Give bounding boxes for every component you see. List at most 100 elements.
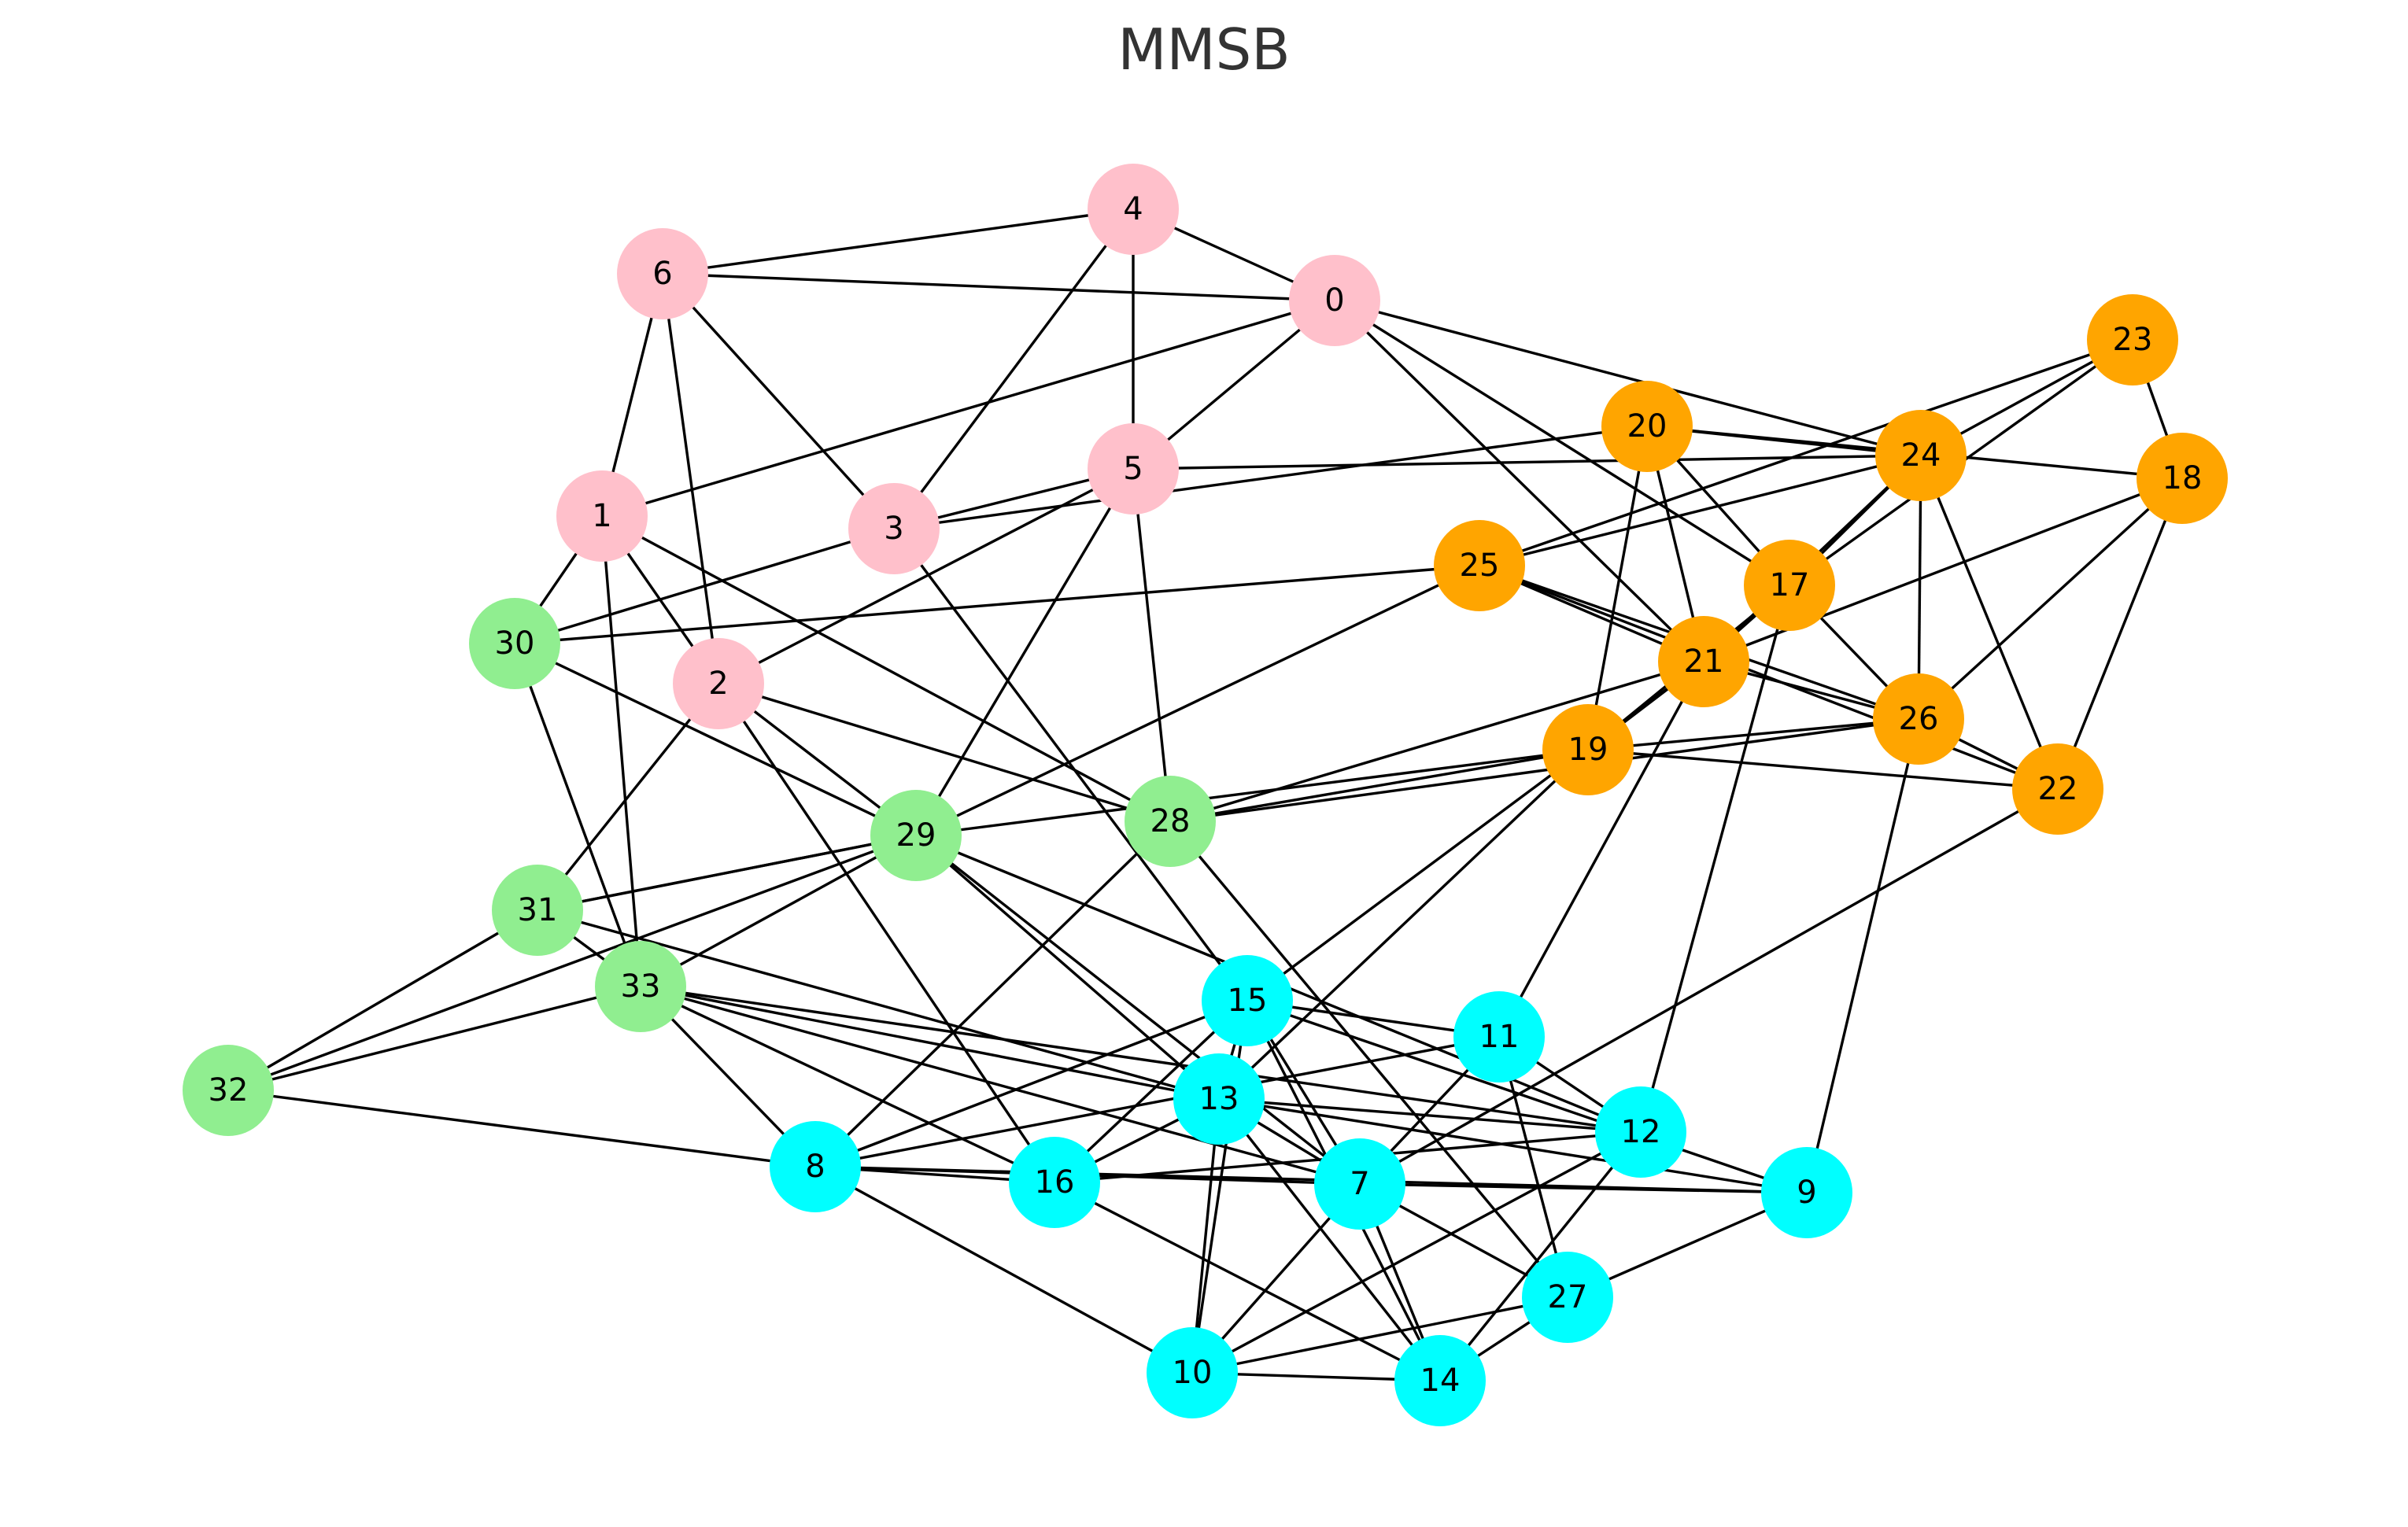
- node-label-8: 8: [805, 1149, 825, 1185]
- edge-16-14: [1054, 1181, 1441, 1382]
- node-label-13: 13: [1199, 1081, 1239, 1117]
- node-label-19: 19: [1568, 732, 1608, 768]
- node-label-7: 7: [1350, 1166, 1369, 1202]
- node-4: 4: [1088, 164, 1179, 255]
- edge-33-12: [640, 985, 1642, 1134]
- node-circle-30: [469, 598, 560, 689]
- node-circle-4: [1088, 164, 1179, 255]
- node-label-27: 27: [1548, 1279, 1588, 1315]
- edge-33-16: [640, 985, 1055, 1184]
- node-0: 0: [1289, 255, 1380, 346]
- node-7: 7: [1314, 1138, 1405, 1230]
- node-circle-15: [1202, 955, 1293, 1046]
- edge-10-27: [1191, 1296, 1568, 1374]
- node-circle-8: [770, 1121, 861, 1212]
- node-20: 20: [1601, 381, 1693, 472]
- edge-12-14: [1439, 1130, 1642, 1382]
- node-30: 30: [469, 598, 560, 689]
- edge-0-21: [1333, 299, 1705, 663]
- edge-7-9: [1359, 1182, 1808, 1194]
- node-label-14: 14: [1420, 1363, 1461, 1399]
- node-28: 28: [1125, 776, 1216, 867]
- edge-29-7: [914, 834, 1361, 1186]
- node-label-1: 1: [592, 498, 611, 534]
- node-17: 17: [1744, 540, 1835, 631]
- edge-28-19: [1169, 748, 1589, 823]
- edge-31-32: [227, 909, 538, 1092]
- edge-5-29: [914, 468, 1135, 836]
- edge-8-15: [814, 999, 1248, 1168]
- node-circle-26: [1873, 673, 1964, 765]
- node-6: 6: [617, 228, 708, 319]
- nodes-layer: 0123456789101112131415161718192021222324…: [183, 164, 2228, 1426]
- node-3: 3: [848, 483, 940, 574]
- node-24: 24: [1875, 410, 1967, 501]
- node-label-29: 29: [896, 817, 936, 854]
- edge-6-2: [661, 273, 720, 684]
- node-circle-27: [1522, 1252, 1613, 1343]
- node-label-4: 4: [1123, 191, 1143, 227]
- node-circle-17: [1744, 540, 1835, 631]
- node-circle-9: [1761, 1147, 1852, 1238]
- node-label-30: 30: [495, 625, 535, 662]
- node-15: 15: [1202, 955, 1293, 1046]
- node-circle-5: [1088, 423, 1179, 515]
- node-label-26: 26: [1899, 701, 1939, 737]
- node-label-10: 10: [1173, 1355, 1213, 1391]
- edge-31-13: [537, 909, 1220, 1101]
- node-circle-19: [1542, 704, 1634, 795]
- edge-28-8: [814, 820, 1172, 1168]
- node-14: 14: [1394, 1335, 1486, 1426]
- node-circle-16: [1009, 1137, 1100, 1228]
- node-10: 10: [1147, 1327, 1238, 1418]
- edge-15-9: [1246, 999, 1808, 1194]
- node-label-11: 11: [1479, 1019, 1520, 1055]
- node-21: 21: [1658, 616, 1749, 707]
- edge-19-26: [1587, 717, 1919, 751]
- node-label-24: 24: [1901, 437, 1941, 474]
- edge-33-32: [227, 985, 641, 1092]
- edge-6-3: [661, 272, 896, 530]
- edge-11-21: [1498, 661, 1705, 1038]
- edge-28-26: [1169, 717, 1919, 823]
- node-circle-25: [1434, 520, 1525, 611]
- node-label-22: 22: [2038, 771, 2078, 807]
- edge-13-9: [1218, 1097, 1808, 1194]
- edge-3-30: [514, 527, 895, 645]
- edge-3-20: [893, 425, 1648, 530]
- edge-9-26: [1805, 718, 1920, 1193]
- edge-0-17: [1334, 299, 1790, 587]
- edge-7-22: [1359, 787, 2059, 1186]
- node-label-32: 32: [209, 1072, 249, 1108]
- node-22: 22: [2012, 743, 2103, 835]
- node-circle-20: [1601, 381, 1693, 472]
- node-circle-10: [1147, 1327, 1238, 1418]
- edge-24-22: [1919, 455, 2059, 790]
- edge-8-11: [814, 1035, 1500, 1168]
- edge-32-8: [227, 1089, 816, 1168]
- edge-8-10: [814, 1165, 1193, 1374]
- node-9: 9: [1761, 1147, 1852, 1238]
- node-32: 32: [183, 1045, 274, 1136]
- edge-29-25: [915, 564, 1480, 837]
- node-label-25: 25: [1460, 548, 1500, 584]
- edge-30-25: [514, 564, 1480, 645]
- edge-18-26: [1917, 477, 2184, 721]
- node-label-5: 5: [1123, 451, 1143, 487]
- edge-33-13: [640, 985, 1220, 1101]
- node-33: 33: [595, 941, 686, 1032]
- node-circle-7: [1314, 1138, 1405, 1230]
- node-16: 16: [1009, 1137, 1100, 1228]
- node-1: 1: [556, 470, 648, 562]
- node-label-15: 15: [1228, 983, 1268, 1019]
- edge-6-0: [662, 272, 1335, 302]
- node-label-23: 23: [2113, 322, 2153, 358]
- node-circle-33: [595, 941, 686, 1032]
- node-12: 12: [1595, 1086, 1686, 1178]
- graph-title: MMSB: [1117, 17, 1290, 83]
- node-18: 18: [2137, 433, 2228, 524]
- node-8: 8: [770, 1121, 861, 1212]
- edge-1-33: [600, 515, 642, 987]
- node-label-0: 0: [1324, 282, 1344, 319]
